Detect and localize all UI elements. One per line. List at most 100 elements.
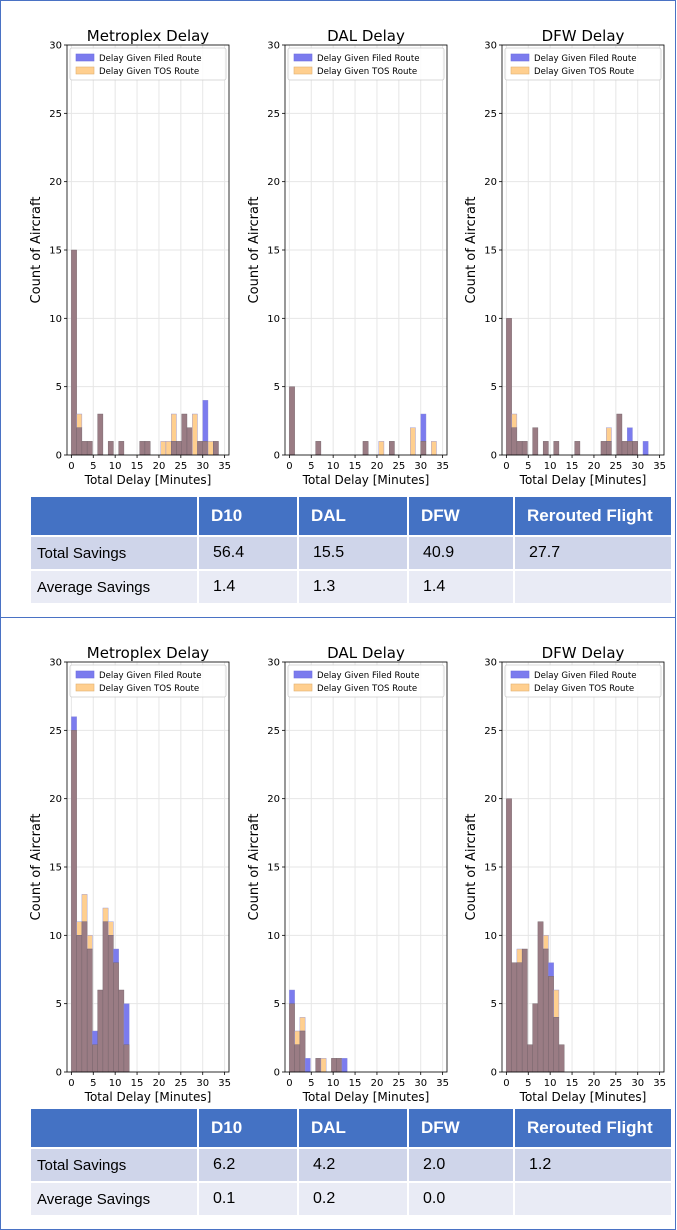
bar-overlap <box>511 962 518 1073</box>
y-axis-label: Count of Aircraft <box>29 197 44 304</box>
table-cell: 0.0 <box>409 1181 515 1215</box>
y-tick-label: 25 <box>49 109 62 120</box>
bar-tos-route <box>431 441 437 456</box>
bar-overlap <box>532 1003 539 1073</box>
table-cell: 40.9 <box>409 535 515 569</box>
table-header-cell: DAL <box>299 1109 409 1147</box>
y-tick-label: 0 <box>274 1068 280 1079</box>
x-tick-label: 35 <box>218 1078 231 1089</box>
x-tick-label: 20 <box>588 461 601 472</box>
bar-overlap <box>627 441 633 456</box>
table-cell <box>515 1181 671 1215</box>
x-tick-label: 20 <box>153 461 166 472</box>
table-cell <box>515 569 671 603</box>
row-label: Average Savings <box>31 569 199 603</box>
bar-overlap <box>202 441 209 456</box>
y-tick-label: 5 <box>56 999 62 1010</box>
chart-title: Metroplex Delay <box>87 27 210 45</box>
bar-overlap <box>289 386 295 456</box>
y-tick-label: 30 <box>49 41 62 52</box>
x-axis-label: Total Delay [Minutes] <box>84 1090 212 1104</box>
bar-overlap <box>506 318 512 456</box>
x-tick-label: 5 <box>90 461 96 472</box>
bar-tos-route <box>86 935 93 950</box>
bar-overlap <box>197 441 203 456</box>
chart-legend: Delay Given Filed Route Delay Given TOS R… <box>69 47 227 81</box>
savings-table: D10 DAL DFW Rerouted Flight Total Saving… <box>31 497 671 603</box>
chart-legend: Delay Given Filed Route Delay Given TOS R… <box>287 664 445 698</box>
bar-overlap <box>71 730 77 1073</box>
bar-overlap <box>553 441 560 456</box>
table-header-cell: Rerouted Flight <box>515 1109 671 1147</box>
bar-overlap <box>362 441 369 456</box>
x-tick-label: 5 <box>90 1078 96 1089</box>
y-tick-label: 20 <box>484 794 497 805</box>
bar-tos-route <box>299 1017 306 1032</box>
x-tick-label: 20 <box>588 1078 601 1089</box>
legend-box <box>287 664 445 698</box>
y-tick-label: 25 <box>484 726 497 737</box>
legend-swatch-filed <box>75 670 95 679</box>
y-tick-label: 30 <box>484 658 497 669</box>
bar-filed-route <box>113 948 119 963</box>
bar-overlap <box>632 441 638 456</box>
legend-label-filed: Delay Given Filed Route <box>534 671 637 681</box>
bar-tos-route <box>553 989 560 1018</box>
bar-overlap <box>420 441 427 456</box>
bar-overlap <box>76 935 83 1073</box>
y-tick-label: 10 <box>49 314 62 325</box>
histogram-chart: 0 5 10 15 20 25 30 0 5 10 15 20 25 30 35 Metroplex Dela… <box>29 27 231 487</box>
scenario-panel-2: 0 5 10 15 20 25 30 0 5 10 15 20 25 30 35 Metroplex Dela… <box>0 617 676 1230</box>
histogram-chart: 0 5 10 15 20 25 30 0 5 10 15 20 25 30 35 DAL Delay Total… <box>247 27 449 487</box>
legend-label-tos: Delay Given TOS Route <box>317 684 417 694</box>
histogram-chart: 0 5 10 15 20 25 30 0 5 10 15 20 25 30 35 DFW Delay Total… <box>464 27 666 487</box>
x-tick-label: 30 <box>196 1078 209 1089</box>
chart-title: DAL Delay <box>327 644 405 662</box>
x-tick-label: 35 <box>218 461 231 472</box>
bar-overlap <box>102 921 109 1073</box>
bar-filed-route <box>627 427 633 442</box>
bar-overlap <box>171 441 177 456</box>
legend-label-tos: Delay Given TOS Route <box>99 684 199 694</box>
table-row: Total Savings 6.2 4.2 2.0 1.2 <box>31 1147 671 1181</box>
table-cell: 1.2 <box>515 1147 671 1181</box>
bar-overlap <box>123 1044 130 1073</box>
legend-label-filed: Delay Given Filed Route <box>99 671 202 681</box>
legend-swatch-filed <box>293 670 313 679</box>
y-axis-label: Count of Aircraft <box>29 814 44 921</box>
x-tick-label: 10 <box>109 461 122 472</box>
x-axis-label: Total Delay [Minutes] <box>519 1090 647 1104</box>
bar-filed-route <box>92 1030 98 1045</box>
bar-tos-route <box>511 413 518 428</box>
bar-tos-route <box>207 441 214 456</box>
x-tick-label: 5 <box>525 1078 531 1089</box>
legend-label-tos: Delay Given TOS Route <box>317 67 417 77</box>
row-label: Average Savings <box>31 1181 199 1215</box>
y-tick-label: 5 <box>491 382 497 393</box>
table-header-cell: D10 <box>199 1109 299 1147</box>
bar-overlap <box>516 441 523 456</box>
bar-overlap <box>506 798 512 1073</box>
row-label: Total Savings <box>31 1147 199 1181</box>
bar-overlap <box>532 427 539 456</box>
x-tick-label: 0 <box>68 461 74 472</box>
bar-tos-route <box>102 907 109 922</box>
legend-label-tos: Delay Given TOS Route <box>99 67 199 77</box>
x-tick-label: 5 <box>308 461 314 472</box>
bar-overlap <box>537 921 544 1073</box>
bar-tos-route <box>171 413 177 442</box>
legend-swatch-tos <box>75 66 95 75</box>
bar-overlap <box>186 427 193 456</box>
legend-swatch-tos <box>510 683 530 692</box>
bar-overlap <box>542 948 549 1073</box>
x-tick-label: 10 <box>109 1078 122 1089</box>
bar-overlap <box>600 441 607 456</box>
y-tick-label: 5 <box>274 382 280 393</box>
table-cell: 6.2 <box>199 1147 299 1181</box>
bar-overlap <box>542 441 549 456</box>
row-label: Total Savings <box>31 535 199 569</box>
y-tick-label: 30 <box>267 41 280 52</box>
y-tick-label: 25 <box>484 109 497 120</box>
table-cell: 2.0 <box>409 1147 515 1181</box>
x-tick-label: 15 <box>566 1078 579 1089</box>
